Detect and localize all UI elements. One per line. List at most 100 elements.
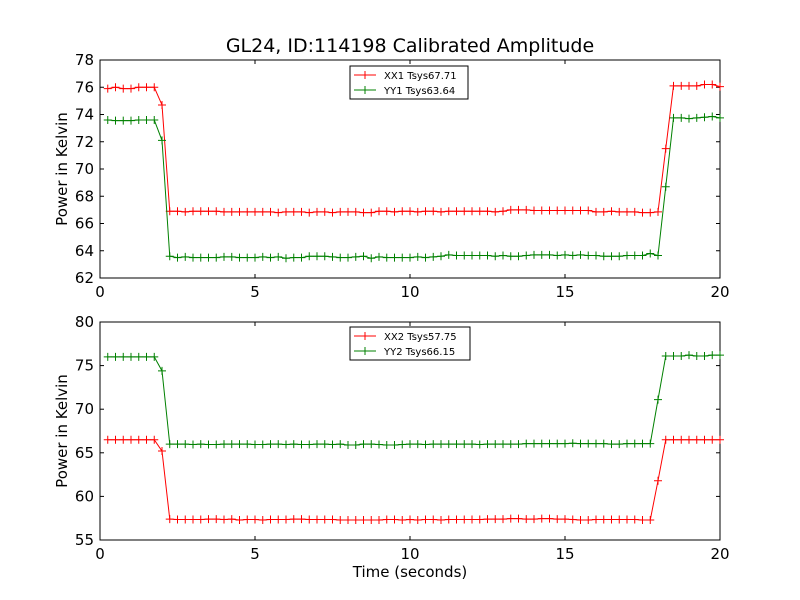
data-point [537, 439, 546, 448]
data-point [134, 352, 143, 361]
data-point [708, 435, 717, 444]
data-point [142, 352, 151, 361]
y-tick-label: 66 [75, 215, 94, 233]
y-tick-label: 76 [75, 78, 94, 96]
data-point [692, 352, 701, 361]
data-point [351, 252, 360, 261]
data-point [359, 252, 368, 261]
data-point [475, 515, 484, 524]
data-point [313, 252, 321, 261]
data-point [375, 440, 383, 449]
data-point [328, 252, 337, 261]
data-point [390, 515, 399, 524]
x-tick-label: 5 [250, 283, 260, 301]
data-point [576, 439, 585, 448]
data-point [134, 83, 143, 92]
data-point [452, 207, 461, 216]
data-point [460, 251, 469, 260]
data-point [289, 440, 298, 449]
data-point [584, 206, 593, 215]
legend: XX2 Tsys57.75 YY2 Tsys66.15 [349, 326, 471, 361]
data-point [421, 207, 430, 216]
data-point [119, 84, 128, 93]
y-tick-label: 70 [75, 400, 94, 418]
data-point [545, 514, 554, 523]
data-point [499, 440, 507, 449]
legend-box [349, 326, 471, 361]
data-point [483, 207, 492, 216]
data-point [460, 207, 469, 216]
data-point [607, 252, 616, 261]
data-point [584, 439, 593, 448]
data-point [700, 352, 709, 361]
data-point [297, 253, 306, 262]
data-point [506, 440, 515, 449]
data-point [406, 515, 414, 524]
data-point [367, 254, 376, 263]
y-tick-label: 80 [75, 313, 94, 331]
data-point [328, 440, 337, 449]
data-point [638, 208, 647, 217]
data-point [336, 207, 345, 216]
data-point [661, 182, 670, 191]
y-tick-label: 70 [75, 160, 94, 178]
data-point [530, 439, 538, 448]
data-point [429, 440, 438, 449]
data-point [592, 439, 600, 448]
data-point [212, 515, 221, 524]
data-point [545, 250, 554, 259]
data-point [282, 515, 290, 524]
data-point [475, 207, 484, 216]
data-point [320, 440, 329, 449]
x-tick-label: 10 [400, 283, 419, 301]
data-point [638, 439, 647, 448]
data-point [103, 352, 112, 361]
data-point [576, 250, 585, 259]
data-point [266, 207, 275, 216]
data-point [258, 440, 267, 449]
data-point [646, 249, 655, 258]
legend-entry: XX1 Tsys67.71 [384, 71, 457, 82]
data-point [142, 83, 151, 92]
data-point [351, 515, 360, 524]
data-point [220, 440, 228, 449]
data-point [189, 440, 197, 449]
data-point [111, 435, 120, 444]
data-point [344, 440, 352, 449]
chart-title: GL24, ID:114198 Calibrated Amplitude [226, 35, 594, 57]
data-point [282, 440, 290, 449]
data-point [204, 515, 213, 524]
data-point [158, 136, 166, 145]
data-point [173, 253, 182, 262]
data-point [367, 440, 376, 449]
data-point [243, 440, 252, 449]
data-point [685, 435, 693, 444]
data-point [119, 116, 128, 125]
data-point [615, 515, 624, 524]
data-point [561, 250, 569, 259]
data-point [553, 439, 562, 448]
data-point [274, 252, 283, 261]
data-point [444, 515, 453, 524]
data-point [716, 435, 724, 444]
data-point [119, 435, 128, 444]
data-point [468, 440, 476, 449]
data-point [127, 84, 135, 93]
data-point [158, 100, 166, 109]
data-point [367, 515, 376, 524]
data-point [437, 515, 445, 524]
data-point [413, 515, 422, 524]
data-point [390, 253, 399, 262]
data-point [212, 253, 221, 262]
data-point [227, 252, 236, 261]
data-point [134, 435, 143, 444]
data-point [359, 208, 368, 217]
data-point [429, 515, 438, 524]
data-point [421, 440, 430, 449]
y-tick-label: 75 [75, 357, 94, 375]
top-subplot: 0 5 10 15 20 62 64 66 68 70 72 74 76 78 GL24, ID:11419… [53, 35, 730, 301]
data-point [661, 144, 670, 153]
data-point [716, 113, 724, 122]
data-point [661, 435, 670, 444]
data-point [599, 439, 608, 448]
